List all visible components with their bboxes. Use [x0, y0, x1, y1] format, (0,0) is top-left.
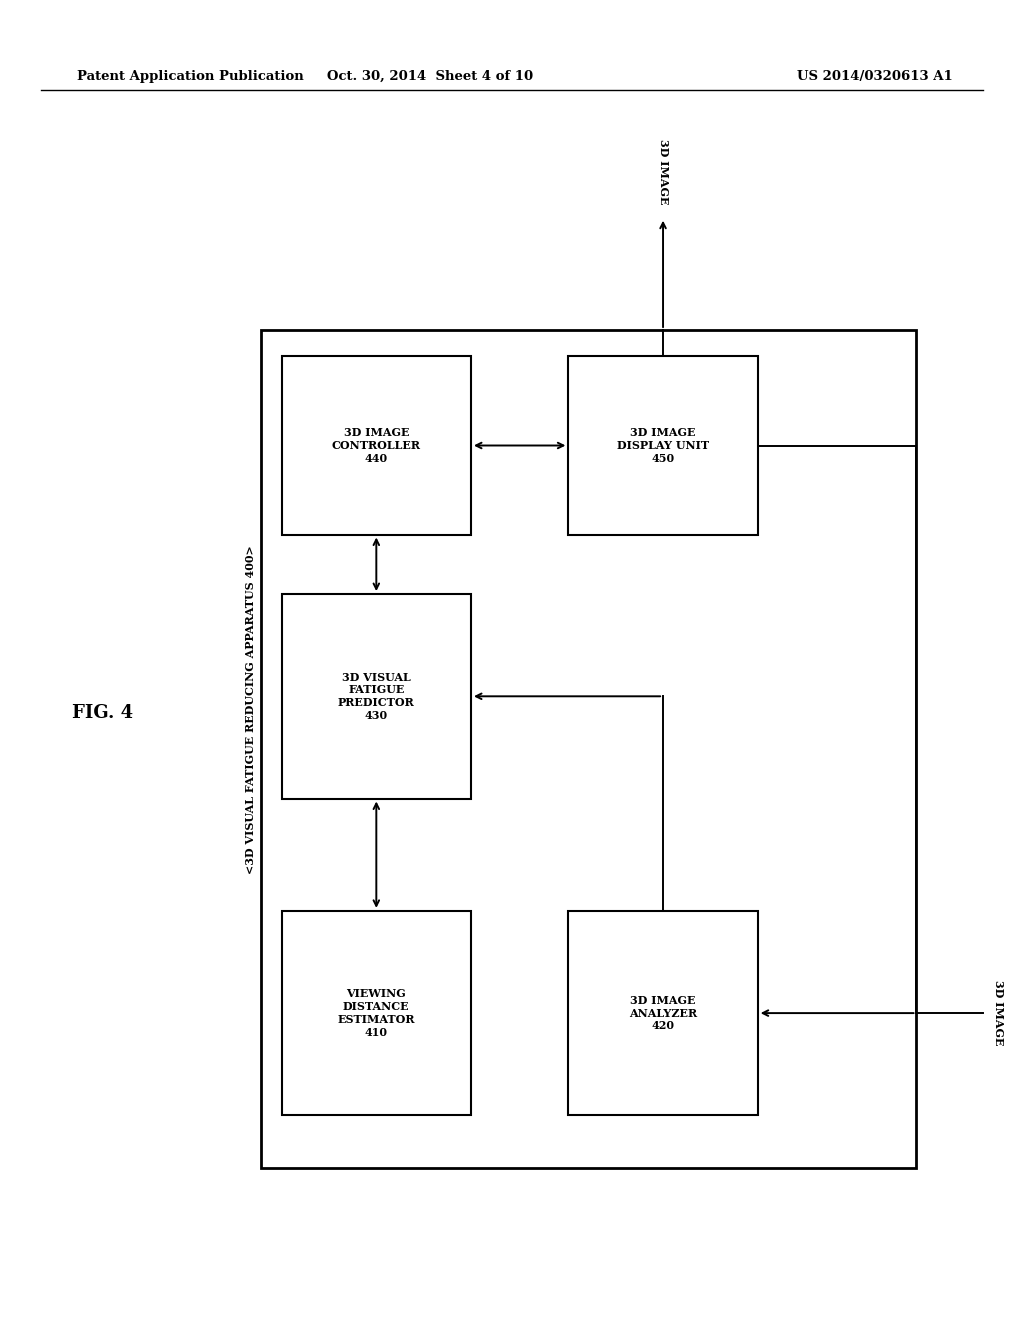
Text: 3D IMAGE
CONTROLLER
440: 3D IMAGE CONTROLLER 440 — [332, 428, 421, 463]
Bar — [282, 594, 471, 799]
Text: VIEWING
DISTANCE
ESTIMATOR
410: VIEWING DISTANCE ESTIMATOR 410 — [338, 989, 415, 1038]
Bar — [282, 356, 471, 535]
Text: 3D IMAGE
ANALYZER
420: 3D IMAGE ANALYZER 420 — [629, 995, 697, 1031]
Bar — [568, 911, 758, 1115]
Text: 3D VISUAL
FATIGUE
PREDICTOR
430: 3D VISUAL FATIGUE PREDICTOR 430 — [338, 672, 415, 721]
Bar — [261, 330, 916, 1168]
Text: FIG. 4: FIG. 4 — [72, 704, 133, 722]
Text: Oct. 30, 2014  Sheet 4 of 10: Oct. 30, 2014 Sheet 4 of 10 — [327, 70, 534, 83]
Text: US 2014/0320613 A1: US 2014/0320613 A1 — [797, 70, 952, 83]
Bar — [282, 911, 471, 1115]
Text: 3D IMAGE
DISPLAY UNIT
450: 3D IMAGE DISPLAY UNIT 450 — [617, 428, 709, 463]
Text: 3D IMAGE: 3D IMAGE — [657, 139, 669, 205]
Bar — [568, 356, 758, 535]
Text: Patent Application Publication: Patent Application Publication — [77, 70, 303, 83]
Text: <3D VISUAL FATIGUE REDUCING APPARATUS 400>: <3D VISUAL FATIGUE REDUCING APPARATUS 40… — [246, 545, 256, 874]
Text: 3D IMAGE: 3D IMAGE — [993, 981, 1005, 1045]
